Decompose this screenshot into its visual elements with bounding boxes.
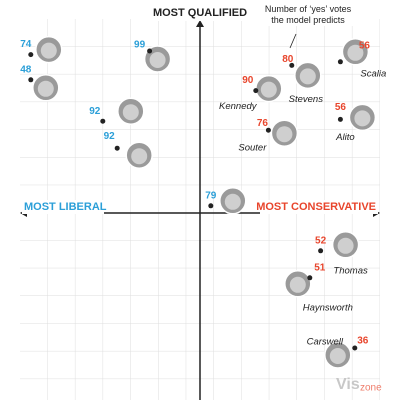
vote-label: 74 — [20, 39, 32, 50]
point — [208, 203, 214, 209]
justice-name: Carswell — [307, 337, 344, 348]
portrait-face — [276, 126, 293, 143]
x-right-label: MOST CONSERVATIVE — [256, 201, 376, 213]
portrait-face — [289, 276, 306, 293]
label-bg — [260, 200, 378, 214]
vote-label: 79 — [205, 190, 217, 201]
vote-label: 51 — [314, 262, 326, 273]
point — [337, 59, 343, 65]
justice-name: Alito — [335, 132, 354, 143]
point — [28, 52, 34, 58]
portrait-face — [260, 81, 277, 98]
watermark: Vis — [336, 376, 360, 393]
label-bg — [22, 200, 104, 214]
portrait-face — [122, 104, 139, 121]
vote-label: 56 — [335, 102, 347, 113]
point — [114, 145, 120, 151]
portrait-face — [37, 80, 54, 97]
justice-name: Stevens — [289, 94, 324, 105]
justice-name: Scalia — [360, 68, 386, 79]
watermark: zone — [360, 383, 382, 394]
point — [352, 345, 358, 351]
justice-name: Kennedy — [219, 101, 258, 112]
vote-label: 76 — [257, 118, 269, 129]
point — [253, 88, 259, 94]
vote-label: 36 — [357, 336, 369, 347]
vote-label: 80 — [282, 54, 294, 65]
portrait-face — [299, 68, 316, 85]
point — [307, 275, 313, 281]
portrait-face — [354, 110, 371, 127]
portrait-face — [329, 348, 346, 364]
vote-label: 92 — [104, 131, 116, 142]
y-top-label: MOST QUALIFIED — [153, 7, 247, 19]
vote-label: 90 — [242, 75, 254, 86]
portrait-face — [224, 193, 241, 210]
x-left-label: MOST LIBERAL — [24, 201, 107, 213]
portrait-face — [337, 237, 354, 254]
portrait-face — [149, 52, 166, 68]
point — [337, 116, 343, 122]
vote-label: 48 — [20, 64, 32, 75]
point — [318, 248, 324, 254]
annotation-pointer — [289, 33, 297, 49]
point — [28, 77, 34, 83]
portrait-face — [131, 148, 148, 165]
vote-label: 99 — [134, 40, 146, 51]
annotation-box: Number of ‘yes’ votes the model predicts — [258, 4, 358, 26]
annotation: Number of ‘yes’ votes the model predicts — [258, 4, 358, 26]
point — [100, 118, 106, 124]
justice-name: Haynsworth — [303, 302, 353, 313]
portrait-face — [347, 44, 364, 61]
portrait-face — [40, 42, 57, 59]
vote-label: 52 — [315, 235, 327, 246]
justice-name: Thomas — [333, 265, 368, 276]
point — [147, 48, 153, 54]
label-bg — [150, 5, 250, 21]
vote-label: 92 — [89, 106, 101, 117]
vote-label: 56 — [359, 40, 371, 51]
point — [265, 127, 271, 133]
justice-name: Souter — [238, 143, 267, 154]
point — [289, 62, 295, 68]
